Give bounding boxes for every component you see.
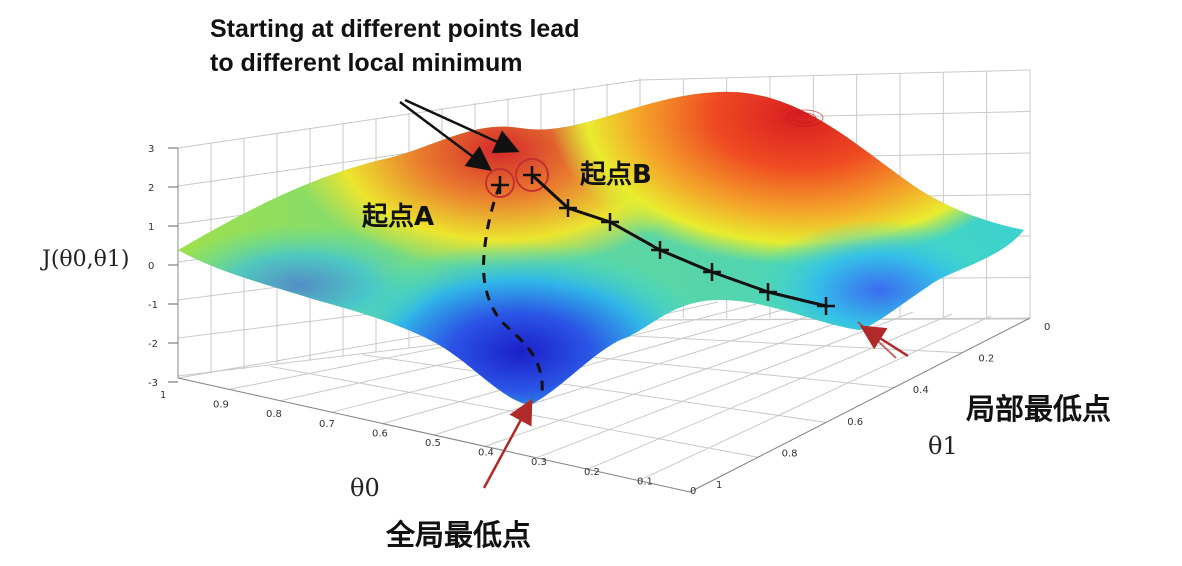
theta0-axis-ticks: 1 0.9 0.8 0.7 0.6 0.5 0.4 0.3 0.2 0.1 0 bbox=[160, 390, 696, 497]
theta0-tick-label: 0.2 bbox=[584, 467, 600, 478]
theta1-axis-ticks: 0 0.2 0.4 0.6 0.8 1 bbox=[716, 322, 1050, 491]
local-min-arrow-2 bbox=[857, 321, 897, 359]
theta0-tick-label: 0 bbox=[690, 486, 696, 497]
local-min-arrow-1 bbox=[859, 325, 909, 358]
start-a-circle bbox=[485, 168, 515, 198]
theta0-axis-label: θ0 bbox=[350, 474, 380, 502]
start-b-circle bbox=[515, 158, 549, 192]
theta0-tick-label: 0.1 bbox=[637, 476, 653, 487]
theta0-tick-label: 0.4 bbox=[478, 448, 494, 459]
descent-step-markers bbox=[491, 166, 835, 315]
theta0-tick-label: 0.5 bbox=[425, 438, 441, 449]
heading-line-1: Starting at different points lead bbox=[210, 15, 580, 43]
global-min-label: 全局最低点 bbox=[386, 518, 532, 552]
step-marker bbox=[601, 213, 619, 231]
theta0-tick-label: 0.9 bbox=[213, 400, 229, 411]
diagram-heading: Starting at different points lead to dif… bbox=[210, 12, 710, 80]
descent-path-a bbox=[482, 184, 544, 396]
global-min-arrow bbox=[482, 398, 533, 489]
z-tick-label: 3 bbox=[148, 144, 154, 155]
theta1-tick-label: 1 bbox=[716, 480, 722, 491]
heading-arrow-a bbox=[399, 101, 492, 171]
surface-contour-rings bbox=[786, 109, 824, 127]
start-b-label: 起点B bbox=[580, 160, 652, 190]
z-tick-label: 0 bbox=[148, 261, 154, 272]
theta0-tick-label: 0.7 bbox=[319, 419, 335, 430]
theta0-tick-label: 0.6 bbox=[372, 428, 388, 439]
step-marker bbox=[703, 263, 721, 281]
z-tick-label: 2 bbox=[148, 183, 154, 194]
z-tick-label: 1 bbox=[148, 222, 154, 233]
heading-line-2: to different local minimum bbox=[210, 49, 523, 77]
theta0-tick-label: 0.3 bbox=[531, 457, 547, 468]
theta0-tick-label: 1 bbox=[160, 390, 166, 401]
theta0-tick-label: 0.8 bbox=[266, 409, 282, 420]
start-a-label: 起点A bbox=[362, 202, 435, 232]
theta1-tick-label: 0.8 bbox=[782, 448, 798, 459]
z-axis-ticks: 3 2 1 0 -1 -2 -3 bbox=[148, 144, 178, 389]
z-axis-label: J(θ0,θ1) bbox=[42, 247, 130, 272]
step-marker bbox=[817, 297, 835, 315]
step-marker bbox=[559, 199, 577, 217]
heading-arrow-b bbox=[404, 98, 520, 154]
z-tick-label: -2 bbox=[148, 339, 158, 350]
z-tick-label: -3 bbox=[148, 378, 158, 389]
theta1-axis-label: θ1 bbox=[928, 432, 958, 460]
theta1-tick-label: 0.6 bbox=[847, 417, 863, 428]
step-marker bbox=[651, 241, 669, 259]
step-marker bbox=[491, 176, 509, 194]
z-tick-label: -1 bbox=[148, 300, 158, 311]
theta1-tick-label: 0.4 bbox=[913, 385, 929, 396]
theta1-tick-label: 0 bbox=[1044, 322, 1050, 333]
theta1-tick-label: 0.2 bbox=[978, 354, 994, 365]
step-marker bbox=[759, 283, 777, 301]
step-marker bbox=[523, 166, 541, 184]
local-min-label: 局部最低点 bbox=[966, 392, 1112, 426]
